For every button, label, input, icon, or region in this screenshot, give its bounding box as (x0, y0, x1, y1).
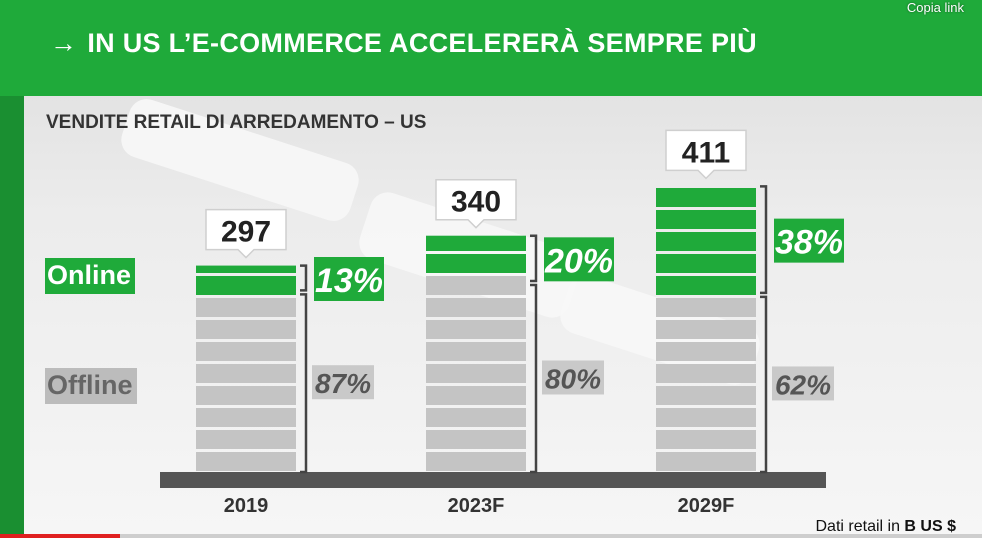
video-progress-played[interactable] (0, 534, 120, 538)
x-tick-label: 2029F (678, 495, 735, 517)
bar-segment-offline (196, 408, 296, 427)
total-value-label: 411 (682, 136, 730, 169)
online-share-label: 38% (775, 224, 843, 262)
bar-segment-online (656, 254, 756, 273)
page-title-text: IN US L’E-COMMERCE ACCELERERÀ SEMPRE PIÙ (87, 28, 757, 58)
online-share-box (774, 218, 844, 263)
bar-segment-offline (196, 298, 296, 317)
offline-share-label: 62% (775, 369, 831, 400)
bracket-offline (300, 293, 308, 474)
footnote: Dati retail in B US $ (816, 518, 957, 536)
bar-segment-offline (426, 298, 526, 317)
total-callout-box (665, 129, 747, 180)
footnote-unit: B US $ (904, 518, 956, 535)
online-share-box (544, 237, 614, 282)
legend-offline: Offline (45, 368, 137, 404)
bar-segment-offline (426, 276, 526, 295)
online-share-label: 20% (544, 242, 613, 280)
bar-segment-online (426, 254, 526, 273)
offline-share-box (542, 360, 604, 395)
online-share-box (314, 257, 384, 302)
video-progress-track[interactable] (120, 534, 982, 538)
bar-segment-offline (426, 342, 526, 361)
page-title: → IN US L’E-COMMERCE ACCELERERÀ SEMPRE PI… (50, 28, 757, 59)
chart-title: VENDITE RETAIL DI ARREDAMENTO – US (46, 112, 427, 133)
bar-segment-online (196, 276, 296, 295)
bar-segment-online (656, 232, 756, 251)
bar-segment-offline (196, 342, 296, 361)
bar-segment-offline (656, 342, 756, 361)
bracket-online (300, 264, 308, 292)
total-value-label: 340 (451, 186, 501, 219)
bar-segment-offline (426, 430, 526, 449)
bar-segment-online (656, 210, 756, 229)
bar-segment-offline (656, 320, 756, 339)
total-callout-box (205, 208, 287, 259)
bar-segment-offline (426, 408, 526, 427)
bracket-online (530, 234, 538, 283)
bar-segment-offline (656, 298, 756, 317)
bar-segment-offline (196, 320, 296, 339)
bracket-online (760, 185, 768, 295)
online-share-label: 13% (315, 262, 383, 300)
total-value-label: 297 (221, 216, 271, 249)
bar-segment-offline (656, 386, 756, 405)
offline-share-box (772, 366, 834, 401)
bar-segment-offline (196, 430, 296, 449)
bracket-offline (760, 295, 768, 474)
bar-segment-offline (656, 452, 756, 471)
bar-segment-offline (656, 364, 756, 383)
bar-segment-offline (196, 452, 296, 471)
bar-segment-offline (196, 386, 296, 405)
bar-segment-online (426, 235, 526, 251)
header-bar: → IN US L’E-COMMERCE ACCELERERÀ SEMPRE PI… (0, 0, 982, 96)
bar-segment-offline (426, 364, 526, 383)
bar-segment-offline (426, 386, 526, 405)
offline-share-label: 87% (315, 368, 371, 399)
copy-link-button[interactable]: Copia link (906, 0, 964, 15)
arrow-right-icon: → (50, 28, 78, 58)
bar-segment-offline (656, 408, 756, 427)
x-tick-label: 2023F (448, 495, 505, 517)
offline-share-label: 80% (545, 363, 601, 394)
bar-segment-offline (196, 364, 296, 383)
legend-online: Online (45, 258, 136, 294)
bar-segment-offline (426, 452, 526, 471)
bar-segment-online (656, 276, 756, 295)
total-callout-box (435, 178, 517, 229)
bracket-offline (530, 283, 538, 474)
bar-segment-online (196, 265, 296, 273)
bar-segment-offline (656, 430, 756, 449)
bar-segment-online (656, 188, 756, 207)
x-axis-bar (160, 472, 826, 488)
x-tick-label: 2019 (224, 495, 269, 517)
offline-share-box (312, 365, 374, 400)
bar-segment-offline (426, 320, 526, 339)
footnote-prefix: Dati retail in (815, 518, 905, 535)
